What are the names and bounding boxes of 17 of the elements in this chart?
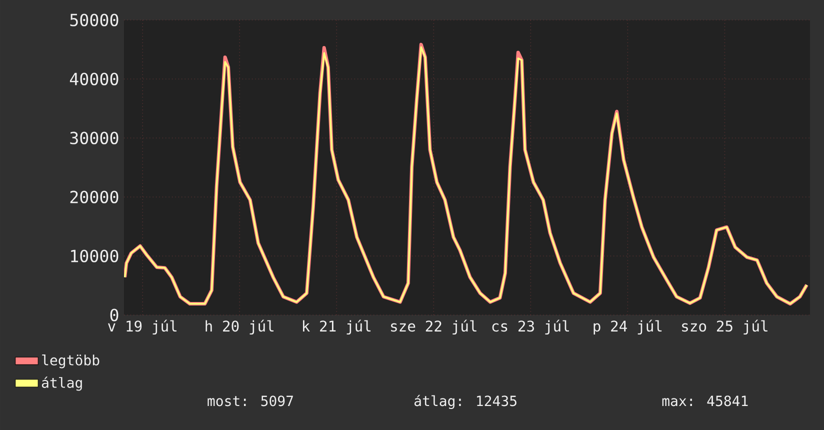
text: átlag: 12435: [414, 394, 516, 410]
y-tick-label: 20000: [70, 190, 118, 204]
x-tick-label: sze 22 júl: [391, 320, 476, 334]
text: max: 45841: [662, 396, 748, 406]
text: most: 5097: [208, 396, 293, 406]
y-tick-label: 40000: [70, 72, 118, 86]
x-tick-label: p 24 júl: [594, 320, 662, 334]
x-tick-label: k 21 júl: [303, 320, 371, 334]
legend-label: átlag: [42, 376, 82, 391]
x-tick-label: h 20 júl: [206, 320, 274, 334]
legend-label: legtöbb: [42, 354, 100, 368]
y-tick-label: 0: [110, 308, 118, 322]
x-tick-label: cs 23 júl: [492, 320, 569, 334]
y-tick-label: 10000: [71, 250, 118, 262]
y-tick-label: 30000: [70, 132, 118, 144]
x-tick-label: szo 25 júl: [682, 320, 768, 334]
y-tick-label: 50000: [70, 14, 118, 26]
